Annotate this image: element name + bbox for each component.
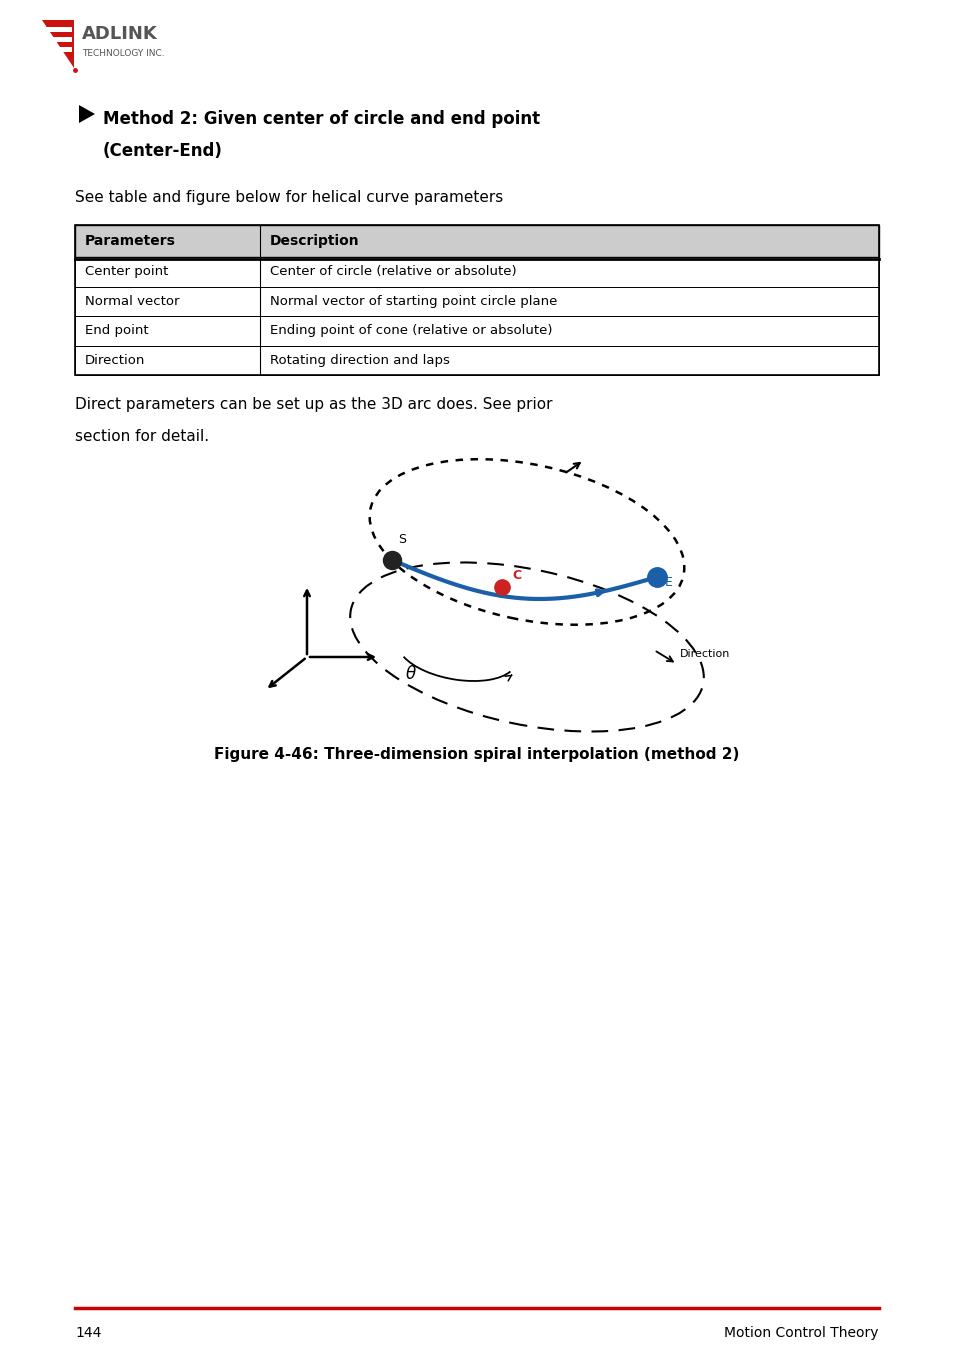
Text: Normal vector: Normal vector [85,295,179,308]
Text: Motion Control Theory: Motion Control Theory [723,1326,878,1340]
FancyBboxPatch shape [75,287,878,316]
Text: $\theta$: $\theta$ [405,665,416,683]
Polygon shape [79,105,95,123]
Text: End point: End point [85,324,149,337]
Text: C: C [512,569,520,581]
Text: section for detail.: section for detail. [75,429,209,443]
Text: Figure 4-46: Three-dimension spiral interpolation (method 2): Figure 4-46: Three-dimension spiral inte… [214,748,739,763]
Text: (Center-End): (Center-End) [103,142,223,160]
Text: See table and figure below for helical curve parameters: See table and figure below for helical c… [75,191,503,206]
Text: 144: 144 [75,1326,101,1340]
Text: Description: Description [270,234,359,247]
FancyBboxPatch shape [75,316,878,346]
FancyBboxPatch shape [75,257,878,287]
Text: Center point: Center point [85,265,168,279]
Text: Rotating direction and laps: Rotating direction and laps [270,354,450,366]
Text: S: S [397,533,406,546]
Text: Method 2: Given center of circle and end point: Method 2: Given center of circle and end… [103,110,539,128]
Text: Parameters: Parameters [85,234,175,247]
Polygon shape [44,27,71,32]
Polygon shape [42,20,74,68]
Text: TECHNOLOGY INC.: TECHNOLOGY INC. [82,49,165,58]
FancyBboxPatch shape [75,346,878,375]
Text: Ending point of cone (relative or absolute): Ending point of cone (relative or absolu… [270,324,552,337]
Text: ADLINK: ADLINK [82,24,157,43]
Polygon shape [47,37,71,42]
Text: Direction: Direction [85,354,145,366]
FancyBboxPatch shape [75,224,878,257]
Text: Normal vector of starting point circle plane: Normal vector of starting point circle p… [270,295,557,308]
Text: Direct parameters can be set up as the 3D arc does. See prior: Direct parameters can be set up as the 3… [75,397,552,412]
Polygon shape [50,46,71,51]
Text: Center of circle (relative or absolute): Center of circle (relative or absolute) [270,265,517,279]
Text: Direction: Direction [679,649,730,658]
Text: E: E [664,576,672,588]
